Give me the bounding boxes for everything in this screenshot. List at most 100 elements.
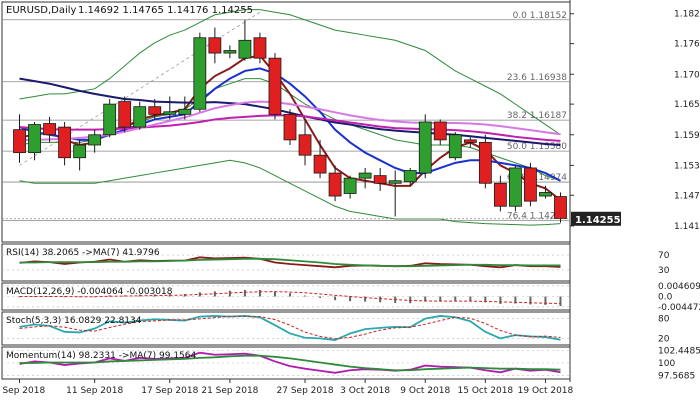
overlay-upper-band xyxy=(19,9,561,136)
candle-bear xyxy=(493,182,507,207)
macd-histogram-bar xyxy=(409,296,412,304)
fib-level-label: 61.8 1.14974 xyxy=(507,173,567,183)
candle-bear xyxy=(463,139,477,143)
x-axis-label: 17 Sep 2018 xyxy=(141,386,198,396)
macd-histogram-bar xyxy=(424,296,427,302)
macd-histogram-bar xyxy=(364,296,367,302)
stoch-tick-label: 80 xyxy=(658,315,670,325)
candle-bull xyxy=(358,172,372,179)
candle-bull xyxy=(28,124,41,154)
macd-histogram-bar xyxy=(544,296,547,305)
current-price-label: 1.14255 xyxy=(575,215,621,226)
macd-histogram-bar xyxy=(243,289,246,297)
macd-histogram-bar xyxy=(484,296,487,303)
price-tick-label: 1.17685 xyxy=(674,40,700,50)
macd-tick-label: 0.004609 xyxy=(658,282,700,292)
stoch-tick-label: 20 xyxy=(658,334,670,344)
macd-histogram-bar xyxy=(559,296,562,307)
rsi-tick-label: 30 xyxy=(658,266,670,276)
candle-bull xyxy=(539,192,552,197)
macd-tick-label: -0.004472 xyxy=(658,303,700,313)
candle-bull xyxy=(133,106,147,128)
macd-title: MACD(12,26,9) -0.004064 -0.003018 xyxy=(6,287,173,297)
candle-bear xyxy=(148,106,162,115)
macd-histogram-bar xyxy=(514,296,517,304)
candle-bear xyxy=(433,121,447,141)
x-axis-label: 19 Oct 2018 xyxy=(518,386,574,396)
candle-bull xyxy=(343,177,357,194)
price-tick-label: 1.18270 xyxy=(674,10,700,20)
macd-histogram-bar xyxy=(469,296,472,301)
candle-bear xyxy=(13,129,26,154)
macd-line-0 xyxy=(19,291,561,304)
candle-bear xyxy=(554,196,567,219)
macd-histogram-bar xyxy=(454,296,457,301)
momentum-tick-label: 97.5685 xyxy=(658,372,695,382)
candle-bear xyxy=(58,126,71,159)
rsi-title: RSI(14) 38.2065 ->MA(7) 41.9796 xyxy=(6,248,160,258)
macd-histogram-bar xyxy=(228,290,231,297)
candle-bull xyxy=(238,39,252,59)
price-tick-label: 1.17085 xyxy=(674,70,700,80)
candle-bull xyxy=(418,121,432,174)
fib-level-label: 0.0 1.18152 xyxy=(513,11,567,21)
candle-bull xyxy=(178,108,192,115)
momentum-title: Momentum(14) 98.2331 ->MA(7) 99.1564 xyxy=(6,351,197,361)
macd-histogram-bar xyxy=(499,296,502,304)
x-axis-label: 5 Sep 2018 xyxy=(0,386,45,396)
candle-bull xyxy=(388,180,402,184)
fib-level-label: 50.0 1.15580 xyxy=(507,142,567,152)
candle-bull xyxy=(403,170,417,183)
candle-bear xyxy=(283,113,297,141)
macd-histogram-bar xyxy=(349,296,352,302)
momentum-line-1 xyxy=(19,354,561,372)
x-axis-label: 11 Sep 2018 xyxy=(66,386,123,396)
candle-bull xyxy=(448,134,462,159)
x-axis-label: 15 Oct 2018 xyxy=(458,386,514,396)
ohlc-header: 1.14692 1.14765 1.14176 1.14255 xyxy=(78,5,253,16)
candle-bull xyxy=(163,111,177,115)
rsi-line-1 xyxy=(19,257,561,268)
candle-bull xyxy=(193,37,207,110)
macd-histogram-bar xyxy=(439,296,442,302)
price-tick-label: 1.14715 xyxy=(674,191,700,201)
candle-bull xyxy=(509,167,522,207)
candle-bull xyxy=(73,144,87,159)
stoch-line-1 xyxy=(19,315,561,340)
candle-bull xyxy=(103,103,117,136)
x-axis-label: 21 Sep 2018 xyxy=(201,386,258,396)
candle-bear xyxy=(43,123,56,136)
candle-bear xyxy=(253,37,267,59)
macd-histogram-bar xyxy=(304,295,307,297)
price-tick-label: 1.14115 xyxy=(674,222,700,232)
candle-bear xyxy=(478,142,492,184)
candle-bear xyxy=(313,154,327,174)
momentum-tick-label: 102.4485 xyxy=(658,346,700,356)
stoch-line-0 xyxy=(19,315,561,341)
candle-bear xyxy=(373,175,387,184)
chart-title: EURUSD,Daily xyxy=(6,5,77,16)
macd-histogram-bar xyxy=(258,289,261,297)
fib-level-label: 38.2 1.16187 xyxy=(507,111,567,121)
macd-histogram-bar xyxy=(273,291,276,297)
fib-level-label: 76.4 1.14223 xyxy=(507,211,567,221)
x-axis-label: 9 Oct 2018 xyxy=(400,386,450,396)
current-price-tag xyxy=(571,211,621,226)
x-axis-label: 3 Oct 2018 xyxy=(340,386,390,396)
candle-bear xyxy=(118,101,132,128)
macd-histogram-bar xyxy=(529,296,532,305)
rsi-tick-label: 70 xyxy=(658,251,670,261)
overlay-lower-band xyxy=(19,159,561,226)
candle-bear xyxy=(208,37,222,54)
candle-bull xyxy=(88,134,102,146)
candle-bear xyxy=(328,172,342,197)
candle-bear xyxy=(268,57,282,115)
x-axis-label: 27 Sep 2018 xyxy=(277,386,334,396)
macd-histogram-bar xyxy=(334,296,337,301)
macd-histogram-bar xyxy=(289,293,291,297)
momentum-tick-label: 100 xyxy=(658,359,675,369)
macd-tick-label: 0.0 xyxy=(658,293,673,303)
macd-histogram-bar xyxy=(379,296,382,303)
candle-bear xyxy=(298,134,312,156)
